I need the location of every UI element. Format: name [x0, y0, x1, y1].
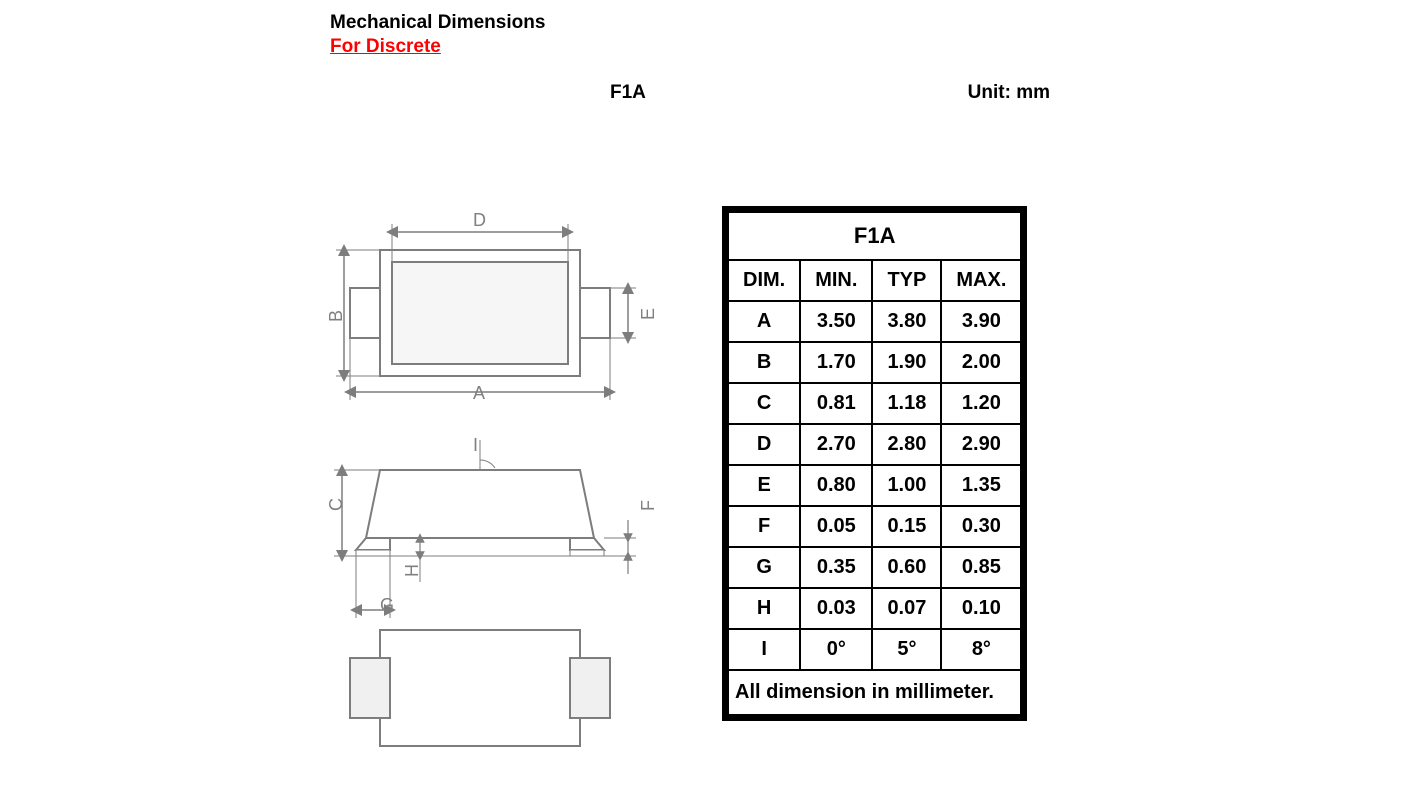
col-dim: DIM.	[728, 260, 800, 301]
table-row: I 0° 5° 8°	[728, 629, 1021, 670]
cell: 3.50	[800, 301, 872, 342]
cell: 0.07	[872, 588, 941, 629]
cell: 1.00	[872, 465, 941, 506]
table-row: A 3.50 3.80 3.90	[728, 301, 1021, 342]
topbar: F1A Unit: mm	[330, 82, 1070, 104]
cell: 1.18	[872, 383, 941, 424]
cell: 2.70	[800, 424, 872, 465]
cell: 0.35	[800, 547, 872, 588]
cell: 0°	[800, 629, 872, 670]
cell: 0.30	[941, 506, 1021, 547]
table-row: F 0.05 0.15 0.30	[728, 506, 1021, 547]
dimensions-table-wrap: F1A DIM. MIN. TYP MAX. A 3.50 3.80 3.90 …	[722, 206, 1027, 721]
page-title: Mechanical Dimensions	[330, 12, 545, 34]
table-row: H 0.03 0.07 0.10	[728, 588, 1021, 629]
table-row: G 0.35 0.60 0.85	[728, 547, 1021, 588]
cell: 0.03	[800, 588, 872, 629]
cell: 0.15	[872, 506, 941, 547]
table-footer: All dimension in millimeter.	[728, 670, 1021, 715]
table-footer-row: All dimension in millimeter.	[728, 670, 1021, 715]
cell: G	[728, 547, 800, 588]
table-row: B 1.70 1.90 2.00	[728, 342, 1021, 383]
diagram-svg	[320, 210, 680, 770]
table-title-row: F1A	[728, 212, 1021, 260]
cell: 3.90	[941, 301, 1021, 342]
cell: 2.80	[872, 424, 941, 465]
cell: 0.80	[800, 465, 872, 506]
cell: B	[728, 342, 800, 383]
cell: F	[728, 506, 800, 547]
unit-label: Unit: mm	[968, 82, 1050, 104]
cell: A	[728, 301, 800, 342]
cell: 0.85	[941, 547, 1021, 588]
cell: 5°	[872, 629, 941, 670]
cell: 0.60	[872, 547, 941, 588]
table-row: E 0.80 1.00 1.35	[728, 465, 1021, 506]
cell: C	[728, 383, 800, 424]
cell: I	[728, 629, 800, 670]
cell: 2.00	[941, 342, 1021, 383]
col-min: MIN.	[800, 260, 872, 301]
cell: 1.70	[800, 342, 872, 383]
col-max: MAX.	[941, 260, 1021, 301]
cell: 1.35	[941, 465, 1021, 506]
cell: 0.81	[800, 383, 872, 424]
cell: 8°	[941, 629, 1021, 670]
table-row: C 0.81 1.18 1.20	[728, 383, 1021, 424]
table-row: D 2.70 2.80 2.90	[728, 424, 1021, 465]
cell: 1.90	[872, 342, 941, 383]
table-header-row: DIM. MIN. TYP MAX.	[728, 260, 1021, 301]
table-title: F1A	[728, 212, 1021, 260]
cell: 2.90	[941, 424, 1021, 465]
header: Mechanical Dimensions For Discrete	[330, 12, 545, 58]
cell: D	[728, 424, 800, 465]
cell: 0.10	[941, 588, 1021, 629]
mechanical-diagram: D B E A C F I H G	[320, 210, 680, 770]
cell: 1.20	[941, 383, 1021, 424]
dimensions-table: F1A DIM. MIN. TYP MAX. A 3.50 3.80 3.90 …	[727, 211, 1022, 716]
cell: 0.05	[800, 506, 872, 547]
cell: 3.80	[872, 301, 941, 342]
cell: E	[728, 465, 800, 506]
package-label: F1A	[610, 82, 646, 104]
cell: H	[728, 588, 800, 629]
col-typ: TYP	[872, 260, 941, 301]
page: Mechanical Dimensions For Discrete F1A U…	[0, 0, 1420, 798]
page-subtitle: For Discrete	[330, 36, 545, 58]
